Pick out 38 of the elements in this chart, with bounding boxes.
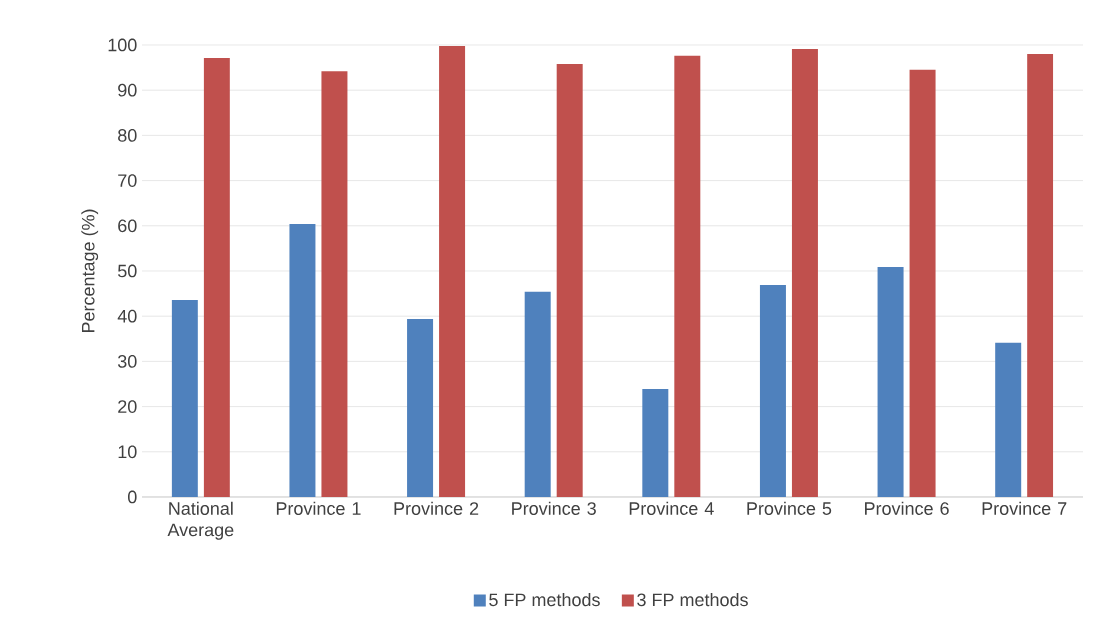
y-tick-label: 80 (118, 129, 137, 142)
bar (642, 388, 669, 497)
y-tick-label: 60 (118, 219, 137, 233)
bar (321, 71, 348, 497)
bar (524, 291, 551, 497)
x-tick-label: Province 4 (629, 501, 714, 515)
y-tick-label: 10 (118, 445, 137, 459)
bar (556, 63, 583, 497)
legend-label: 3 FP methods (637, 592, 748, 607)
bar (995, 342, 1022, 497)
bar (674, 55, 701, 497)
y-tick-label: 30 (117, 355, 137, 368)
y-tick-label: 40 (117, 309, 137, 323)
bar (759, 285, 786, 497)
y-tick-label: 50 (117, 264, 137, 278)
x-tick-label: Province 3 (512, 501, 596, 515)
bar (407, 318, 434, 497)
x-tick-label: Province 2 (394, 501, 479, 515)
bar (1027, 54, 1054, 497)
bar (909, 69, 936, 497)
bar (791, 49, 818, 497)
legend-label: 5 FP methods (489, 592, 600, 607)
bar (439, 45, 466, 497)
x-tick-label: Province 6 (865, 501, 949, 515)
y-tick-label: 20 (118, 400, 137, 413)
y-axis-title: Percentage (%) (81, 209, 99, 333)
x-tick-label: Province 5 (747, 501, 832, 515)
bar (203, 58, 230, 497)
bar (289, 223, 316, 497)
x-tick-label: Province 1 (276, 501, 361, 515)
y-tick-label: 0 (128, 490, 137, 504)
x-tick-label: Province 7 (982, 501, 1067, 515)
x-tick-label: National Average (167, 501, 234, 540)
bar (877, 266, 904, 497)
bar (171, 299, 198, 497)
y-tick-label: 70 (118, 174, 137, 187)
y-tick-label: 100 (108, 38, 137, 52)
y-tick-label: 90 (118, 83, 137, 97)
